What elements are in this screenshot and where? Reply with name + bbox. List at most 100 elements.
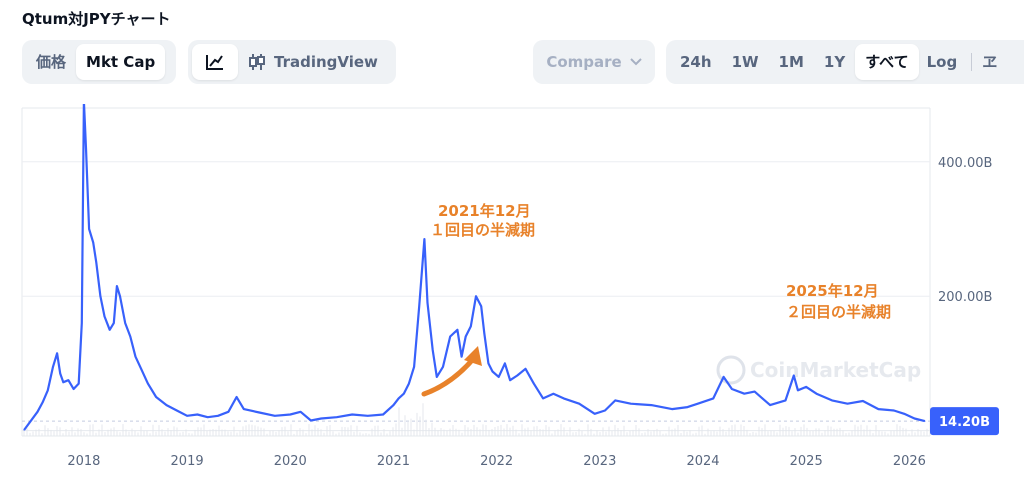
data-point (351, 413, 353, 416)
data-point (563, 397, 565, 399)
tab-price[interactable]: 価格 (36, 53, 67, 71)
data-point (552, 393, 554, 395)
data-point (95, 261, 97, 264)
x-tick-label: 2021 (377, 454, 410, 469)
data-point (88, 228, 90, 230)
data-point (460, 356, 463, 358)
compare-dropdown[interactable]: Compare (533, 40, 655, 84)
data-point (480, 305, 482, 307)
data-point (403, 393, 405, 395)
data-point (81, 322, 83, 324)
annotation-label-1: １回目の半減期 (430, 221, 535, 239)
range-1y[interactable]: 1Y (823, 53, 846, 71)
data-point (382, 413, 384, 416)
data-point (62, 381, 64, 383)
annotation-date-2: 2025年12月 (786, 282, 879, 300)
data-point (542, 397, 544, 399)
more-options[interactable]: ヱ (982, 53, 998, 71)
range-1w[interactable]: 1W (731, 53, 759, 71)
data-point (604, 409, 606, 412)
data-point (52, 366, 54, 368)
data-point (442, 366, 444, 368)
data-point (470, 325, 472, 328)
x-tick-label: 2023 (583, 454, 616, 469)
annotation-date-1: 2021年12月 (438, 202, 531, 220)
data-point (119, 295, 121, 297)
data-point (47, 389, 49, 391)
data-point (893, 409, 895, 412)
time-range-toggle: 24h 1W 1M 1Y すべて Log ヱ (666, 40, 1024, 84)
page-title: Qtum対JPYチャート (22, 10, 171, 28)
line-chart-button[interactable] (192, 44, 238, 80)
y-tick-label: 400.00B (938, 156, 992, 171)
tradingview-button[interactable]: TradingView (238, 44, 388, 80)
data-point (423, 238, 426, 240)
data-point (227, 411, 229, 413)
data-point (578, 403, 580, 405)
data-point (831, 399, 833, 401)
data-point (475, 295, 477, 297)
data-point (449, 335, 451, 338)
range-24h[interactable]: 24h (680, 53, 712, 71)
data-point (113, 322, 115, 324)
data-point (109, 329, 111, 331)
data-point (23, 429, 25, 431)
data-point (165, 404, 168, 406)
data-point (186, 415, 188, 417)
data-point (432, 349, 434, 351)
data-point (408, 382, 410, 385)
x-tick-label: 2019 (171, 454, 204, 469)
data-point (731, 388, 733, 390)
data-point (924, 420, 926, 422)
tab-mkt-cap[interactable]: Mkt Cap (76, 44, 166, 80)
data-point (491, 370, 494, 373)
data-point (124, 322, 126, 324)
data-point (533, 382, 535, 385)
data-point (129, 335, 131, 338)
annotation-label-2: ２回目の半減期 (786, 303, 891, 321)
range-1m[interactable]: 1M (778, 53, 804, 71)
data-point (797, 389, 799, 391)
data-point (614, 399, 616, 401)
range-all[interactable]: すべて (855, 44, 919, 80)
data-point (784, 399, 787, 401)
log-toggle[interactable]: Log (926, 53, 958, 71)
data-point (650, 404, 653, 406)
watermark-text: CoinMarketCap (750, 358, 921, 382)
annotation-arrowhead-icon (464, 346, 482, 366)
data-point (36, 411, 39, 413)
data-point (196, 413, 199, 416)
x-tick-label: 2026 (893, 454, 926, 469)
candlestick-icon (249, 54, 265, 70)
data-point (207, 416, 209, 418)
data-point (743, 393, 745, 395)
data-point (805, 386, 807, 388)
data-point (155, 396, 157, 398)
data-point (176, 409, 178, 412)
data-point (524, 368, 527, 370)
data-point (56, 352, 58, 354)
data-point (236, 396, 238, 398)
data-point (903, 413, 905, 415)
data-point (697, 403, 699, 405)
data-point (367, 415, 369, 417)
data-point (753, 391, 756, 393)
data-point (509, 379, 511, 381)
data-point (877, 408, 880, 410)
data-point (769, 404, 771, 406)
toolbar-divider (971, 53, 973, 71)
data-point (134, 356, 137, 358)
x-tick-label: 2025 (790, 454, 823, 469)
data-point (630, 403, 632, 405)
data-point (99, 295, 102, 297)
data-point (671, 408, 673, 410)
data-point (913, 417, 916, 420)
data-point (392, 404, 395, 406)
data-point (418, 305, 420, 307)
data-point (398, 397, 400, 399)
x-tick-label: 2020 (274, 454, 307, 469)
annotation-arrow (421, 355, 477, 397)
data-point (594, 413, 596, 415)
data-point (413, 366, 415, 368)
y-tick-label: 200.00B (938, 290, 992, 305)
